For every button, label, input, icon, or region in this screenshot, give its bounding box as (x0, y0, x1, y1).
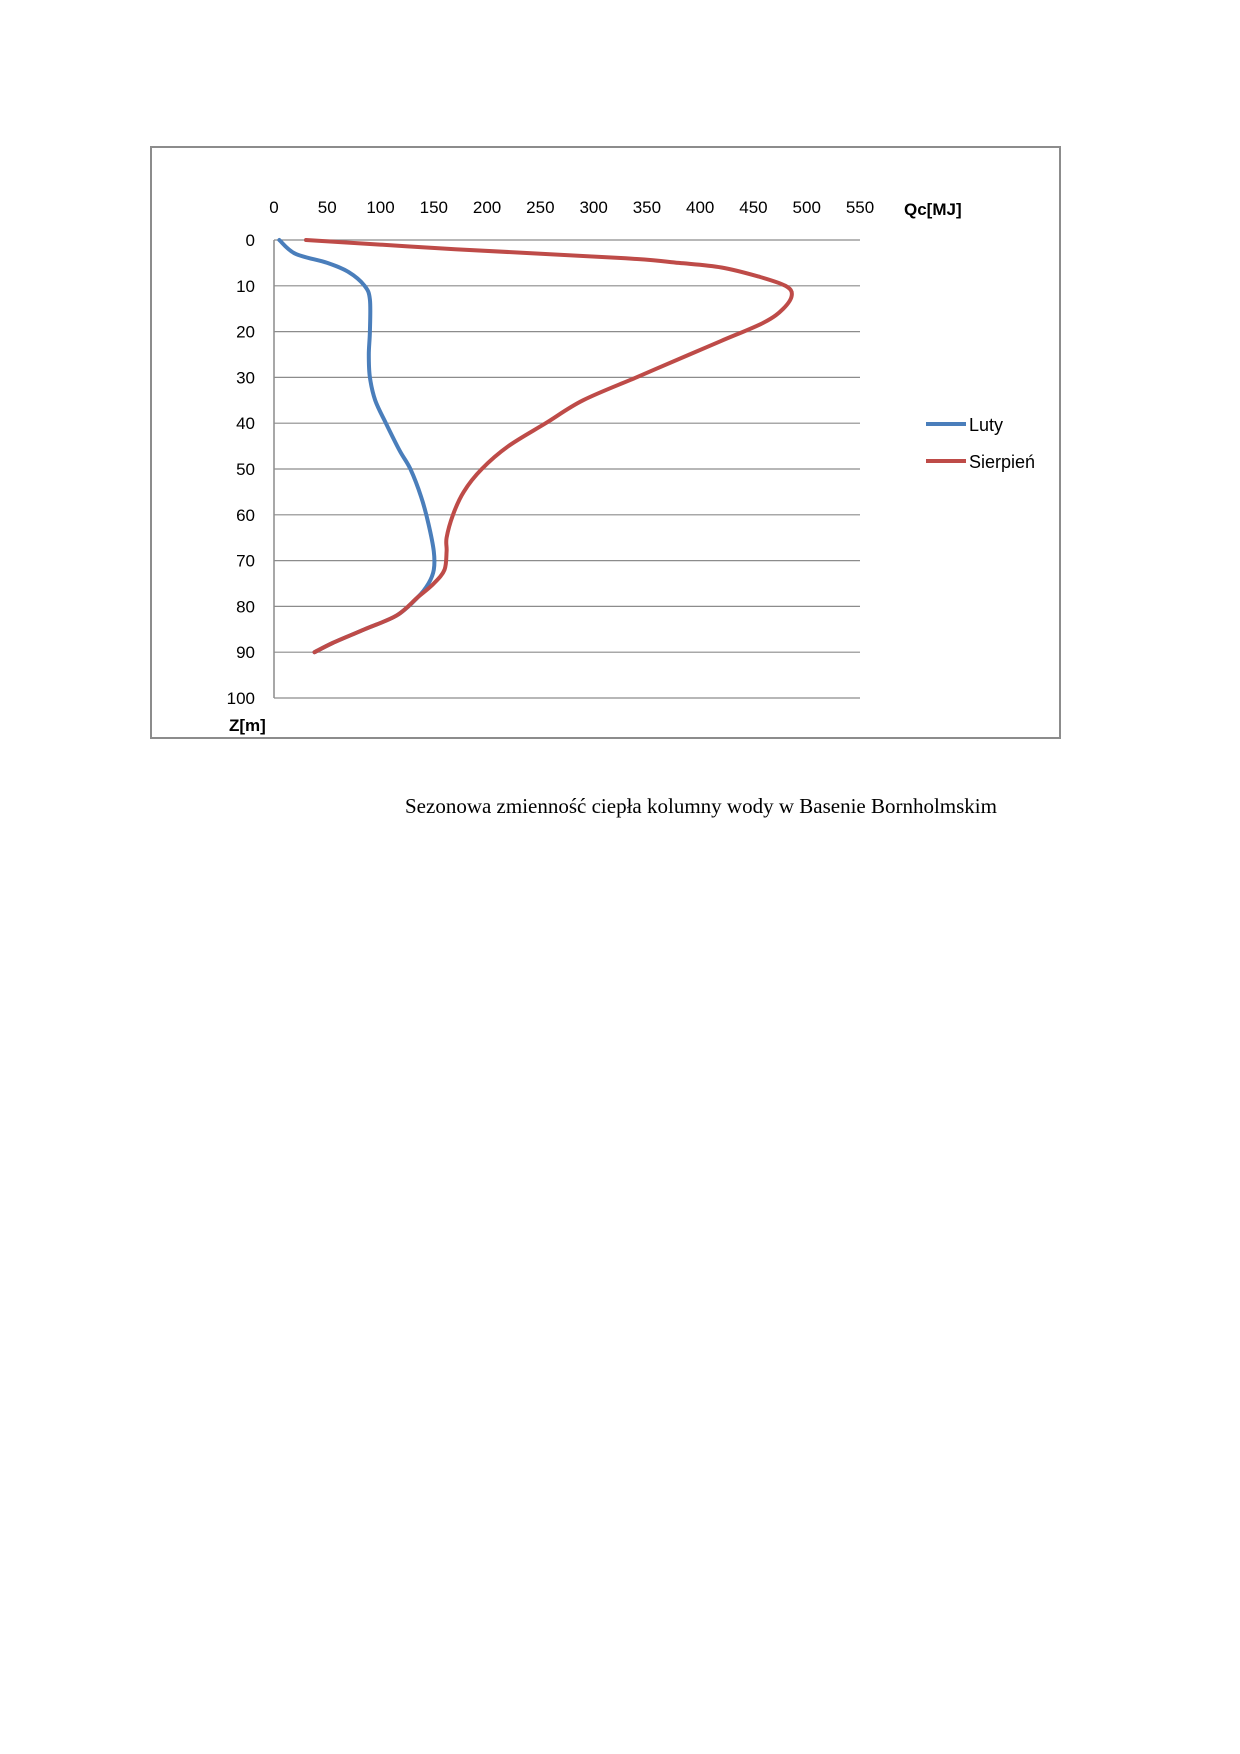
x-axis-title: Qc[MJ] (904, 200, 962, 219)
x-tick-label: 0 (269, 198, 278, 217)
legend-label-luty: Luty (969, 415, 1003, 435)
y-axis-title: Z[m] (229, 716, 266, 735)
x-tick-label: 450 (739, 198, 767, 217)
series-line-luty (277, 238, 437, 655)
y-tick-label: 20 (236, 323, 255, 342)
legend-label-sierpien: Sierpień (969, 452, 1035, 472)
y-tick-label: 0 (246, 231, 255, 250)
x-tick-label: 150 (420, 198, 448, 217)
y-tick-label: 50 (236, 460, 255, 479)
x-tick-label: 200 (473, 198, 501, 217)
y-tick-label: 90 (236, 643, 255, 662)
x-tick-label: 550 (846, 198, 874, 217)
y-tick-label: 30 (236, 368, 255, 387)
series-lines (277, 238, 794, 655)
y-tick-label: 80 (236, 597, 255, 616)
x-tick-labels: 0 50 100 150 200 250 300 350 400 450 500 550 (269, 198, 874, 217)
y-tick-labels: 0 10 20 30 40 50 60 70 80 90 100 (227, 231, 255, 708)
x-tick-label: 500 (793, 198, 821, 217)
y-tick-label: 40 (236, 414, 255, 433)
y-tick-label: 10 (236, 277, 255, 296)
figure-caption: Sezonowa zmienność ciepła kolumny wody w… (405, 794, 997, 818)
x-tick-label: 300 (579, 198, 607, 217)
legend: Luty Sierpień (926, 415, 1035, 472)
x-tick-label: 350 (633, 198, 661, 217)
y-tick-label: 60 (236, 506, 255, 525)
chart: 0 50 100 150 200 250 300 350 400 450 500 550 0 10 20 3… (227, 198, 1035, 735)
y-tick-label: 100 (227, 689, 255, 708)
x-tick-label: 250 (526, 198, 554, 217)
x-tick-label: 50 (318, 198, 337, 217)
x-tick-label: 400 (686, 198, 714, 217)
x-tick-label: 100 (366, 198, 394, 217)
y-tick-label: 70 (236, 552, 255, 571)
series-line-sierpien (304, 238, 794, 655)
chart-frame (150, 146, 1061, 739)
